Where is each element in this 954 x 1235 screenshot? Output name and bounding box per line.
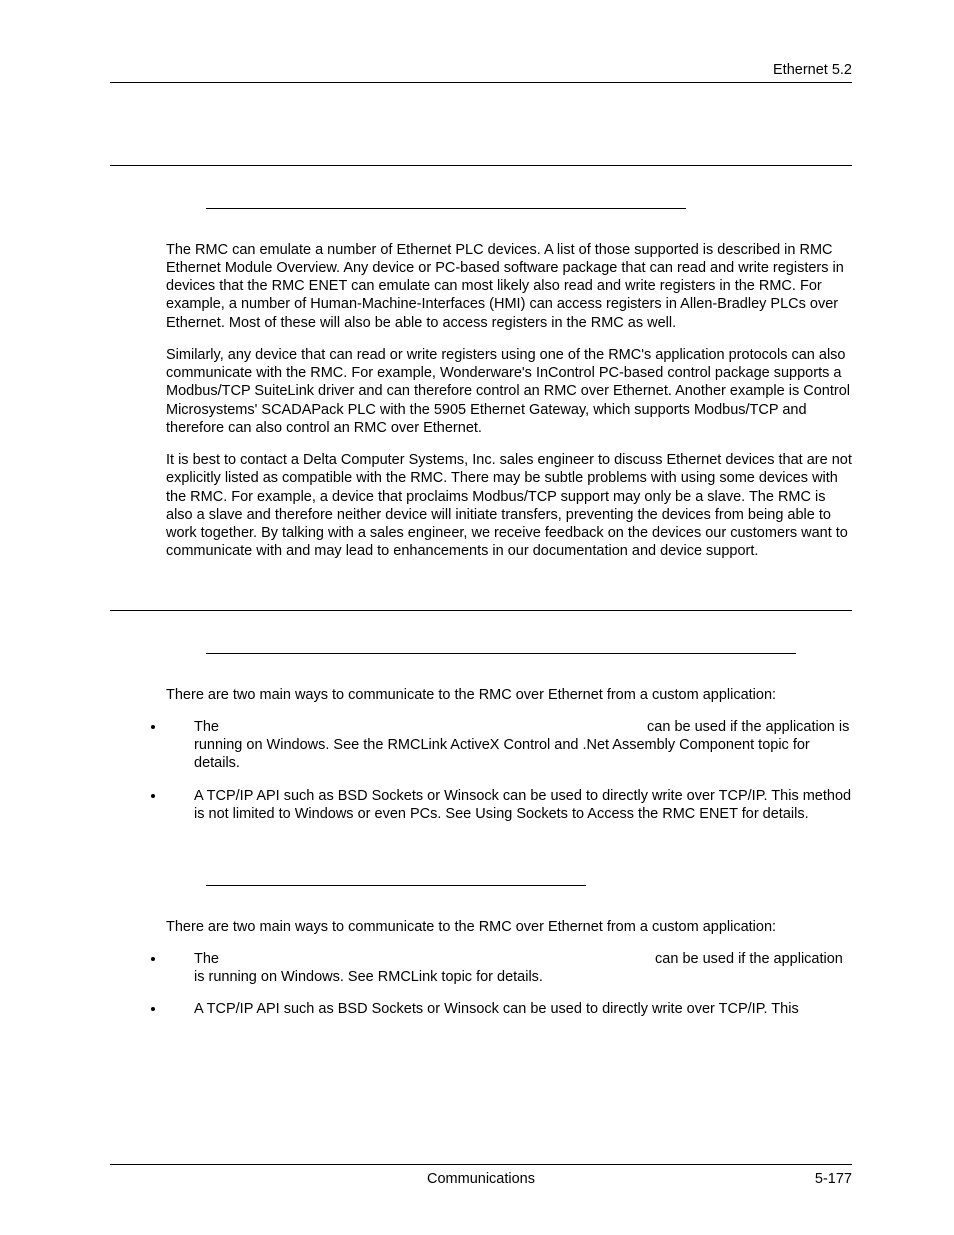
- bullet-list: The can be used if the application is ru…: [110, 718, 852, 823]
- section-custom-app-2: There are two main ways to communicate t…: [110, 873, 852, 1019]
- list-item: The can be used if the application is ru…: [166, 950, 852, 986]
- paragraph: There are two main ways to communicate t…: [166, 686, 852, 704]
- header-text: Ethernet 5.2: [110, 62, 852, 82]
- bullet-list: The can be used if the application is ru…: [110, 950, 852, 1018]
- paragraph: Similarly, any device that can read or w…: [166, 346, 852, 437]
- list-item: A TCP/IP API such as BSD Sockets or Wins…: [166, 787, 852, 823]
- section-divider: [110, 165, 852, 166]
- text-fragment: can be used if the application is runnin…: [194, 951, 843, 985]
- list-item: A TCP/IP API such as BSD Sockets or Wins…: [166, 1000, 852, 1018]
- section-title-underline: [206, 196, 852, 217]
- paragraph: It is best to contact a Delta Computer S…: [166, 451, 852, 560]
- page-content: The RMC can emulate a number of Ethernet…: [110, 165, 852, 1068]
- footer-rule: Communications 5-177: [110, 1164, 852, 1187]
- footer-page-number: 5-177: [815, 1171, 852, 1187]
- paragraph: The RMC can emulate a number of Ethernet…: [166, 241, 852, 332]
- text-fragment: The: [194, 951, 223, 967]
- section-other-devices: The RMC can emulate a number of Ethernet…: [110, 196, 852, 560]
- header-rule: [110, 82, 852, 83]
- text-fragment: The: [194, 719, 223, 735]
- paragraph: There are two main ways to communicate t…: [166, 918, 852, 936]
- page-footer: Communications 5-177: [110, 1164, 852, 1187]
- section-divider: [110, 610, 852, 611]
- text-fragment: can be used if the application is runnin…: [194, 719, 849, 771]
- footer-center-text: Communications: [427, 1171, 535, 1187]
- document-page: Ethernet 5.2 The RMC can emulate a numbe…: [0, 0, 954, 1235]
- list-item: The can be used if the application is ru…: [166, 718, 852, 772]
- page-header: Ethernet 5.2: [110, 62, 852, 83]
- section-title-underline: [206, 641, 852, 662]
- horizontal-rule: [110, 165, 852, 166]
- section-custom-app-1: There are two main ways to communicate t…: [110, 641, 852, 823]
- section-title-underline: [206, 873, 852, 894]
